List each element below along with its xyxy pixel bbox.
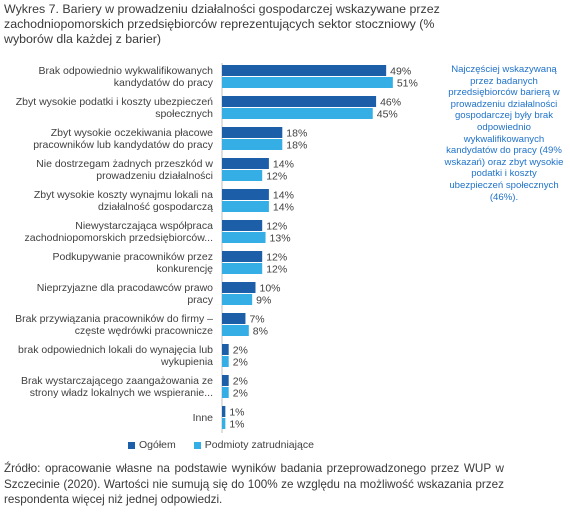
value-label: 10% [260,283,281,295]
legend-item-podmioty: Podmioty zatrudniające [193,439,314,451]
category-label: Zbyt wysokie podatki i koszty ubezpiecze… [16,96,213,120]
value-label: 12% [266,171,287,183]
bar-ogolem [222,344,229,355]
bar-ogolem [222,313,246,324]
value-label: 7% [249,314,264,326]
value-label: 1% [229,407,244,419]
category-label: Niewystarczająca współpraca zachodniopomo… [24,220,213,244]
category-label: Nie dostrzegam żadnych przeszkód w prowad… [36,158,213,182]
value-label: 46% [380,97,401,109]
bar-podmioty [222,418,226,429]
value-label: 14% [273,159,294,171]
bar-podmioty [222,139,283,150]
bar-podmioty [222,294,253,305]
category-label: brak odpowiednich lokali do wynajęcia lu… [18,344,213,368]
bar-ogolem [222,251,263,262]
category-label: Brak przywiązania pracowników do firmy –… [15,313,213,337]
legend: Ogółem Podmioty zatrudniające [128,439,314,451]
category-label: Inne [193,412,214,424]
value-label: 2% [233,376,248,388]
value-label: 45% [377,109,398,121]
bar-podmioty [222,201,269,212]
chart-title: Wykres 7. Bariery w prowadzeniu działaln… [4,2,440,46]
bar-podmioty [222,387,229,398]
category-label: Brak odpowiednio wykwalifikowanych kandyd… [38,65,213,89]
legend-label-ogolem: Ogółem [139,439,176,451]
category-label: Nieprzyjazne dla pracodawców prawo pracy [37,282,214,306]
bar-podmioty [222,232,266,243]
value-label: 8% [253,326,268,338]
category-label: Brak wystarczającego zaangażowania ze str… [21,375,213,399]
value-label: 9% [256,295,271,307]
bar-ogolem [222,282,256,293]
legend-swatch-ogolem [128,441,135,449]
legend-item-ogolem: Ogółem [128,439,176,451]
value-label: 51% [397,78,418,90]
bar-ogolem [222,158,269,169]
value-label: 14% [273,190,294,202]
bar-podmioty [222,263,263,274]
bar-chart: Brak odpowiednio wykwalifikowanych kandyd… [15,63,418,433]
value-label: 49% [390,66,411,78]
bar-ogolem [222,96,377,107]
bar-podmioty [222,108,373,119]
legend-label-podmioty: Podmioty zatrudniające [204,439,314,451]
value-label: 2% [233,388,248,400]
category-label: Zbyt wysokie koszty wynajmu lokali na dzi… [34,189,213,213]
value-label: 2% [233,357,248,369]
bar-podmioty [222,170,263,181]
value-label: 14% [273,202,294,214]
value-label: 12% [266,221,287,233]
value-label: 12% [266,264,287,276]
legend-swatch-podmioty [193,441,201,449]
bar-ogolem [222,65,387,76]
category-label: Zbyt wysokie oczekiwania płacowe pracowni… [33,127,214,151]
bar-ogolem [222,127,283,138]
bar-ogolem [222,375,229,386]
bar-ogolem [222,406,226,417]
bar-ogolem [222,189,269,200]
value-label: 12% [266,252,287,264]
value-label: 1% [229,419,244,431]
value-label: 2% [233,345,248,357]
bar-podmioty [222,325,249,336]
value-label: 18% [286,140,307,152]
bar-podmioty [222,356,229,367]
category-label: Podkupywanie pracowników przez konkurencj… [53,251,214,275]
value-label: 18% [286,128,307,140]
value-label: 13% [270,233,291,245]
chart-note: Najczęściej wskazywaną przez badanych pr… [444,64,564,203]
bar-podmioty [222,77,393,88]
bar-ogolem [222,220,263,231]
source-note: Źródło: opracowanie własne na podstawie … [4,462,504,506]
